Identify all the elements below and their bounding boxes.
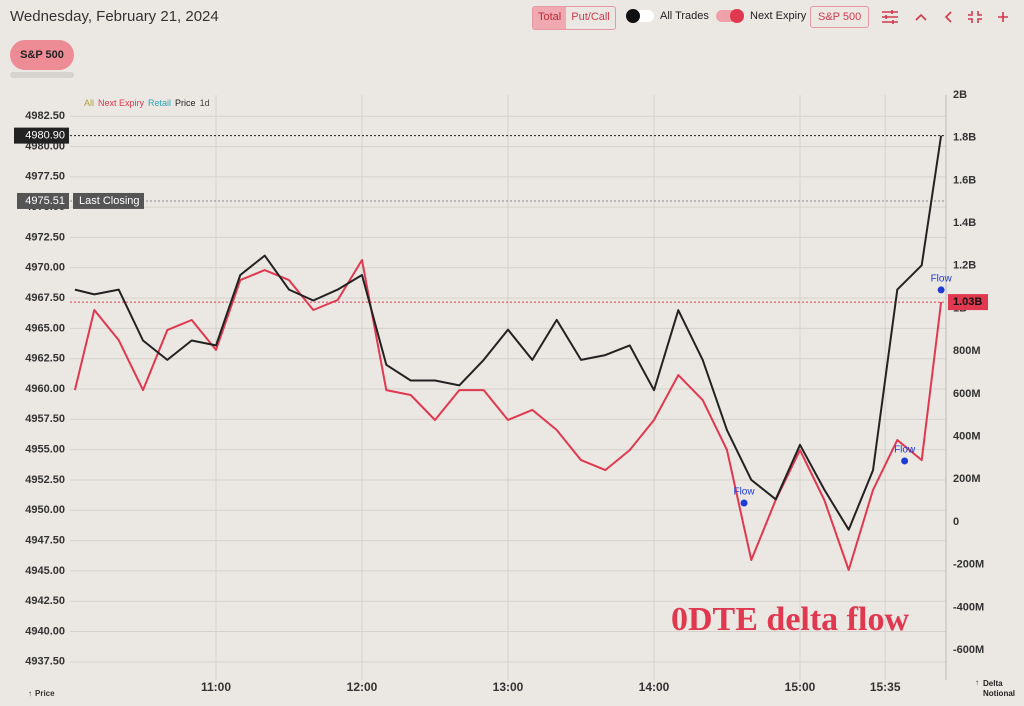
add-icon[interactable] [998, 12, 1008, 22]
y-tick-label: 4982.50 [25, 110, 65, 122]
y2-tick-label: 1.2B [953, 260, 976, 272]
shrink-icon[interactable] [968, 11, 982, 23]
x-tick-label: 11:00 [201, 680, 231, 694]
toolbar: Wednesday, February 21, 2024 Total Put/C… [0, 0, 1024, 36]
y-tick-label: 4955.00 [25, 444, 65, 456]
y-tick-label: 4975.00 [25, 201, 65, 213]
icons [882, 10, 1008, 24]
y-tick-label: 4957.50 [25, 413, 65, 425]
flow-marker [740, 499, 748, 507]
grid [70, 95, 946, 680]
flow-marker [937, 286, 945, 294]
y-axis-label: Price [35, 689, 55, 698]
axis-arrow: ↑ [975, 678, 979, 687]
legend-item: All [84, 98, 94, 108]
y-tick-label: 4942.50 [25, 595, 65, 607]
reference-label: Last Closing [79, 195, 140, 207]
reference-value: 4975.51 [25, 195, 65, 207]
date: Wednesday, February 21, 2024 [10, 8, 219, 25]
flow-label: Flow [733, 487, 755, 498]
current-value-badge [14, 127, 69, 144]
flow-label: Flow [931, 274, 953, 285]
y2-tick-label: 1.6B [953, 174, 976, 186]
y2-tick-label: 400M [953, 431, 981, 443]
y-tick-label: 4965.00 [25, 322, 65, 334]
y2-tick-label: 1.4B [953, 217, 976, 229]
current-value-label: 1.03B [953, 296, 982, 308]
collapse-icon[interactable] [915, 13, 927, 21]
y-tick-label: 4940.00 [25, 625, 65, 637]
axis-arrow: ↑ [28, 689, 32, 698]
y2-tick-label: 1B [953, 302, 967, 314]
back-icon[interactable] [944, 11, 952, 23]
series-line [74, 135, 943, 531]
y2-tick-label: -600M [953, 644, 984, 656]
put-call-button[interactable]: Put/Call [571, 11, 610, 23]
legend-item: Next Expiry [98, 98, 145, 108]
toggle-label: All Trades [660, 10, 709, 22]
legend: All Next Expiry Retail Price 1d [84, 98, 210, 108]
y-tick-label: 4947.50 [25, 534, 65, 546]
y-tick-label: 4952.50 [25, 474, 65, 486]
view-switch: Total Put/Call [532, 6, 616, 30]
series-line [73, 259, 943, 571]
legend-item: Price [175, 98, 196, 108]
y2-tick-label: -200M [953, 559, 984, 571]
x-tick-label: 12:00 [347, 680, 378, 694]
total-button[interactable]: Total [533, 7, 567, 29]
y-tick-label: 4980.00 [25, 140, 65, 152]
flow-marker [901, 457, 909, 465]
reference-badge [17, 192, 69, 209]
y-tick-label: 4950.00 [25, 504, 65, 516]
y-tick-label: 4970.00 [25, 262, 65, 274]
y2-tick-label: 1.8B [953, 132, 976, 144]
current-value-label: 4980.90 [25, 130, 65, 142]
x-tick-label: 15:00 [785, 680, 816, 694]
toggle-label: Next Expiry [750, 10, 807, 22]
symbol-pill[interactable]: S&P 500 [10, 40, 74, 70]
y-tick-label: 4937.50 [25, 656, 65, 668]
x-tick-label: 13:00 [493, 680, 524, 694]
y2-tick-label: 800M [953, 345, 981, 357]
y-tick-label: 4960.00 [25, 383, 65, 395]
y2-tick-label: -400M [953, 601, 984, 613]
x-tick-label: 15:35 [870, 680, 901, 694]
scroll-bar [10, 72, 74, 78]
y-tick-label: 4962.50 [25, 353, 65, 365]
y-tick-label: 4967.50 [25, 292, 65, 304]
legend-item: 1d [200, 98, 210, 108]
all-trades-toggle[interactable]: All Trades [626, 9, 709, 23]
x-tick-label: 14:00 [639, 680, 670, 694]
reference-label-bg [73, 192, 144, 209]
flow-label: Flow [894, 445, 916, 456]
index-button[interactable]: S&P 500 [810, 6, 870, 28]
y-tick-label: 4945.00 [25, 565, 65, 577]
y2-tick-label: 200M [953, 473, 981, 485]
y-tick-label: 4977.50 [25, 171, 65, 183]
y2-tick-label: 600M [953, 388, 981, 400]
y2-tick-label: 2B [953, 89, 967, 101]
next-expiry-toggle[interactable]: Next Expiry [716, 9, 807, 23]
y2-tick-label: 0 [953, 516, 959, 528]
y2-axis-label: Delta Notional [983, 679, 1015, 698]
current-value-badge [948, 294, 988, 311]
y-tick-label: 4972.50 [25, 231, 65, 243]
settings-icon[interactable] [882, 10, 898, 24]
watermark: 0DTE delta flow [671, 601, 909, 638]
legend-item: Retail [148, 98, 171, 108]
